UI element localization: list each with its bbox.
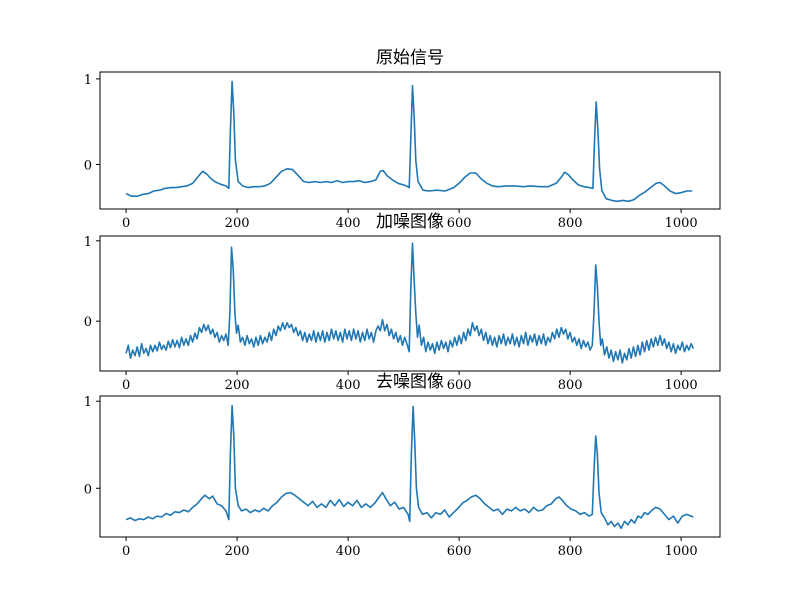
x-tick-label: 400 — [336, 544, 361, 559]
x-tick-label: 0 — [122, 544, 130, 559]
x-tick-label: 400 — [336, 378, 361, 393]
x-tick-label: 0 — [122, 378, 130, 393]
y-tick-label: 0 — [84, 482, 92, 497]
x-tick-label: 600 — [447, 216, 472, 231]
axes-frame — [99, 235, 721, 372]
x-tick-label: 400 — [336, 216, 361, 231]
x-tick-label: 600 — [447, 544, 472, 559]
subplot-1: 0 200 400 600 800 1000 0 1 原始信号 — [84, 48, 721, 231]
y-tick-label: 1 — [84, 73, 92, 88]
x-tick-label: 1000 — [665, 378, 698, 393]
y-tick-label: 0 — [84, 158, 92, 173]
x-tick-label: 800 — [558, 216, 583, 231]
x-tick-label: 200 — [225, 544, 250, 559]
x-tick-label: 800 — [558, 544, 583, 559]
x-tick-label: 1000 — [665, 216, 698, 231]
series-line-1 — [125, 242, 695, 364]
x-tick-label: 200 — [225, 378, 250, 393]
subplot-title: 加噪图像 — [376, 212, 444, 232]
series-line-1 — [125, 80, 693, 203]
subplot-2: 0 200 400 600 800 1000 0 1 加噪图像 — [84, 212, 721, 393]
x-tick-label: 200 — [225, 216, 250, 231]
axes-frame — [99, 395, 721, 538]
y-tick-label: 0 — [84, 315, 92, 330]
x-tick-label: 1000 — [665, 544, 698, 559]
x-tick-label: 800 — [558, 378, 583, 393]
subplot-title: 去噪图像 — [376, 372, 444, 392]
y-tick-label: 1 — [84, 395, 92, 410]
axes-frame — [99, 71, 721, 210]
x-tick-label: 600 — [447, 378, 472, 393]
x-tick-label: 0 — [122, 216, 130, 231]
subplot-title: 原始信号 — [376, 48, 444, 68]
series-line-1 — [125, 404, 694, 530]
subplot-3: 0 200 400 600 800 1000 0 1 去噪图像 — [84, 372, 721, 559]
y-tick-label: 1 — [84, 235, 92, 250]
